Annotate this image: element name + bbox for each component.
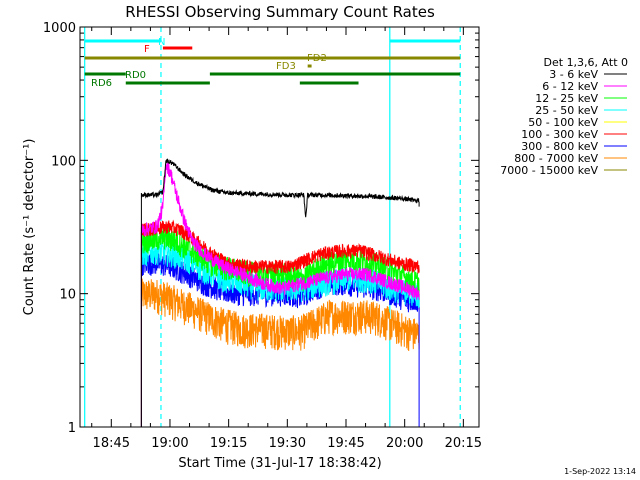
status-label-RD6: RD6	[91, 78, 112, 89]
series-line-6	[140, 252, 420, 427]
status-bar-labels: N F FD2 FD3 RD0 RD6	[91, 37, 327, 89]
y-axis: 1 10 100 1000	[43, 21, 479, 436]
status-label-FD3: FD3	[276, 61, 296, 72]
date-stamp: 1-Sep-2022 13:14	[564, 467, 636, 476]
y-axis-label: Count Rate (s⁻¹ detector⁻¹)	[22, 139, 37, 316]
series-line-0	[140, 158, 420, 427]
legend-entry-label: 3 - 6 keV	[549, 68, 598, 81]
series-line-1	[140, 162, 420, 427]
legend-title: Det 1,3,6, Att 0	[544, 56, 628, 69]
x-tick-label: 19:30	[269, 436, 306, 451]
legend-entry-label: 800 - 7000 keV	[514, 152, 598, 165]
y-tick-label: 10	[59, 288, 76, 303]
x-tick-label: 19:15	[210, 436, 247, 451]
status-label-F: F	[144, 44, 150, 55]
series-group	[140, 158, 420, 427]
series-line-7	[140, 278, 420, 427]
legend-entry-label: 12 - 25 keV	[535, 92, 598, 105]
x-tick-label: 19:45	[327, 436, 364, 451]
legend-entry-label: 6 - 12 keV	[542, 80, 598, 93]
x-axis-label: Start Time (31-Jul-17 18:38:42)	[178, 456, 381, 471]
status-bars	[84, 39, 461, 85]
legend-entry-label: 50 - 100 keV	[528, 116, 598, 129]
x-tick-label: 19:00	[151, 436, 188, 451]
plot-frame	[79, 26, 480, 428]
x-tick-label: 20:15	[445, 436, 482, 451]
status-label-FD2: FD2	[307, 53, 327, 64]
chart-title: RHESSI Observing Summary Count Rates	[125, 3, 435, 21]
status-label-N: N	[158, 37, 165, 48]
legend-entry-label: 7000 - 15000 keV	[500, 164, 598, 177]
y-tick-label: 1	[68, 421, 76, 436]
status-label-RD0: RD0	[125, 70, 146, 81]
series-line-5	[140, 219, 420, 427]
y-tick-label: 100	[51, 154, 76, 169]
legend-entry-label: 25 - 50 keV	[535, 104, 598, 117]
legend-entry-label: 100 - 300 keV	[521, 128, 598, 141]
x-tick-label: 18:45	[93, 436, 130, 451]
legend-entry-label: 300 - 800 keV	[521, 140, 598, 153]
y-tick-label: 1000	[43, 21, 76, 36]
vertical-lines	[84, 27, 461, 427]
x-tick-label: 20:00	[386, 436, 423, 451]
x-axis: 18:45 19:00 19:15 19:30 19:45 20:00 20:15	[91, 27, 482, 451]
